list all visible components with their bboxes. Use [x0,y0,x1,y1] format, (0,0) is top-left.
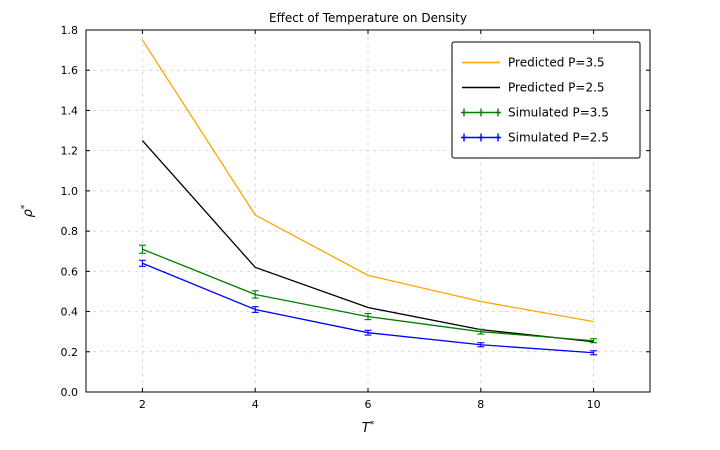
legend-entry-label: Predicted P=3.5 [508,56,605,70]
y-tick-label: 0.2 [61,346,79,359]
x-tick-label: 6 [365,398,372,411]
x-tick-label: 4 [252,398,259,411]
error-bar [251,290,259,299]
y-tick-label: 1.4 [61,104,79,117]
error-bar [477,328,485,335]
error-bar [477,342,485,348]
error-bar [364,329,372,336]
y-axis-label: ρ* [20,204,36,217]
x-axis-label: T* [362,420,375,436]
legend-entry: Simulated P=3.5 [461,106,609,120]
ticks [86,29,650,393]
legend-box [451,41,641,159]
legend-entry: Predicted P=3.5 [462,56,605,70]
legend-entry: Predicted P=2.5 [462,81,605,95]
y-tick-label: 1.6 [61,64,79,77]
y-tick-label: 1.2 [61,145,79,158]
legend-entry-label: Predicted P=2.5 [508,81,605,95]
legend-entry-label: Simulated P=2.5 [508,131,609,145]
error-bar [364,313,372,321]
legend: Predicted P=3.5 Predicted P=2.5 Simulated … [451,41,641,159]
y-tick-label: 0.8 [61,225,79,238]
x-tick-label: 10 [587,398,601,411]
series-3 [138,259,598,356]
x-tick-label: 8 [477,398,484,411]
series-0 [141,39,594,323]
series-1 [141,140,594,343]
series-2 [138,244,598,344]
x-tick-label: 2 [139,398,146,411]
error-bar [251,306,259,313]
y-tick-label: 0.0 [61,386,79,399]
y-tick-label: 0.4 [61,306,79,319]
chart-title: Effect of Temperature on Density [269,11,467,25]
series-line [141,140,594,343]
legend-sample [461,108,501,117]
y-tick-label: 0.6 [61,265,79,278]
error-bar [138,244,146,254]
legend-entry-label: Simulated P=3.5 [508,106,609,120]
legend-sample [461,133,501,142]
error-bar [138,259,146,267]
series-line [141,39,594,323]
error-bar [590,350,598,356]
error-bar [590,338,598,344]
legend-entry: Simulated P=2.5 [461,131,609,145]
y-tick-label: 1.8 [61,24,79,37]
y-tick-label: 1.0 [61,185,79,198]
